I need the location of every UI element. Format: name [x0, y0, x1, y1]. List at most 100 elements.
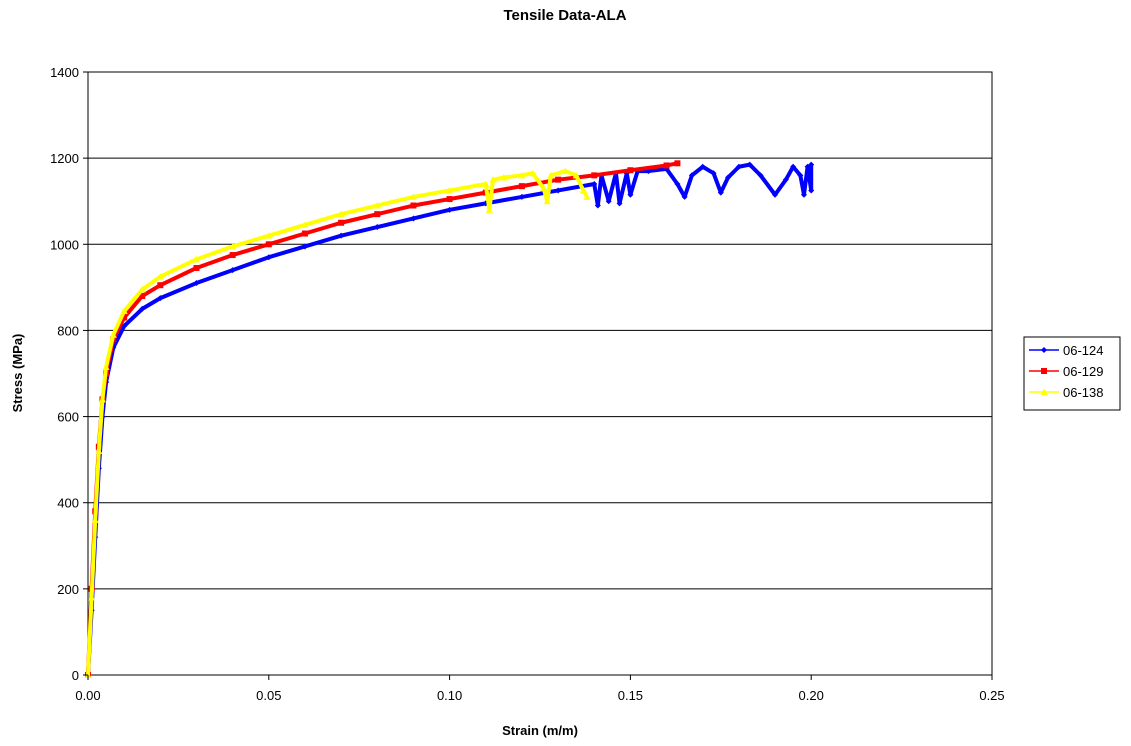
data-point: [772, 191, 779, 198]
data-point: [500, 174, 508, 181]
legend-label: 06-138: [1063, 385, 1103, 400]
y-axis-ticks: 0 200 400 600 800 1000 1200 1400: [50, 65, 88, 683]
y-tick-label: 200: [57, 582, 79, 597]
data-point: [157, 295, 164, 302]
legend-marker: [1041, 347, 1047, 353]
data-point: [543, 197, 551, 205]
data-point: [725, 174, 732, 181]
data-point: [301, 221, 309, 228]
y-tick-label: 1200: [50, 151, 79, 166]
data-point: [735, 163, 742, 170]
data-point: [561, 167, 569, 175]
data-point: [572, 171, 580, 179]
y-tick-label: 400: [57, 496, 79, 511]
data-point: [91, 516, 99, 523]
x-tick-label: 0.15: [618, 688, 643, 703]
data-point: [591, 180, 598, 187]
legend-label: 06-129: [1063, 364, 1103, 379]
legend-box: [1023, 336, 1121, 411]
data-point: [797, 172, 804, 179]
y-axis-label: Stress (MPa): [10, 334, 25, 413]
x-axis-label: Strain (m/m): [502, 723, 578, 738]
data-point: [265, 232, 273, 239]
data-point: [374, 211, 381, 218]
data-point: [688, 172, 695, 179]
x-tick-label: 0.20: [799, 688, 824, 703]
data-point: [790, 163, 797, 170]
data-point: [482, 180, 490, 187]
data-point: [265, 254, 272, 261]
gridlines: [88, 157, 992, 590]
data-point: [591, 172, 598, 179]
data-point: [489, 176, 497, 183]
data-point: [547, 171, 555, 179]
data-point: [446, 206, 453, 213]
x-tick-label: 0.00: [75, 688, 100, 703]
data-point: [616, 200, 623, 207]
data-point: [518, 193, 525, 200]
data-point: [229, 242, 237, 250]
series-06-129: [85, 160, 681, 678]
data-point: [663, 162, 670, 169]
data-point: [88, 593, 96, 601]
data-point: [757, 172, 764, 179]
plot-area-frame: [87, 71, 993, 676]
data-point: [109, 331, 117, 338]
y-tick-label: 800: [57, 323, 79, 338]
series-06-124: [85, 161, 815, 678]
data-point: [594, 202, 601, 209]
data-point: [138, 286, 146, 293]
legend-marker: [1041, 368, 1047, 374]
data-point: [265, 241, 272, 248]
data-point: [485, 206, 493, 213]
legend-item: 06-124: [1029, 343, 1103, 358]
data-point: [746, 161, 753, 168]
data-point: [338, 219, 345, 226]
legend-items: 06-124 06-129 06-138: [1029, 343, 1103, 400]
legend-label: 06-124: [1063, 343, 1103, 358]
series-layer: [84, 160, 815, 678]
x-axis-ticks: 0.00 0.05 0.10 0.15 0.20 0.25: [75, 675, 1005, 703]
data-point: [410, 215, 417, 222]
x-tick-label: 0.25: [979, 688, 1004, 703]
data-point: [98, 395, 106, 403]
data-point: [157, 282, 164, 289]
data-point: [681, 193, 688, 200]
data-point: [674, 180, 681, 187]
data-point: [717, 189, 724, 196]
data-point: [338, 232, 345, 239]
chart-title: Tensile Data-ALA: [503, 7, 626, 24]
data-point: [627, 167, 634, 174]
data-point: [627, 191, 634, 198]
data-point: [540, 184, 548, 192]
data-point: [409, 193, 417, 200]
data-point: [373, 202, 381, 209]
y-tick-label: 1400: [50, 65, 79, 80]
data-point: [446, 196, 453, 203]
data-point: [800, 191, 807, 198]
data-point: [446, 186, 454, 194]
data-point: [102, 363, 110, 371]
x-tick-label: 0.10: [437, 688, 462, 703]
data-point: [139, 305, 146, 312]
y-tick-label: 0: [72, 668, 79, 683]
data-point: [710, 170, 717, 177]
series-06-138: [84, 167, 591, 678]
legend-marker: [1040, 388, 1048, 395]
series-line: [86, 162, 814, 676]
data-point: [229, 252, 236, 259]
data-point: [699, 163, 706, 170]
data-point: [583, 193, 591, 200]
data-point: [518, 183, 525, 190]
data-point: [410, 202, 417, 209]
data-point: [579, 186, 587, 194]
legend-item: 06-138: [1029, 385, 1103, 400]
data-point: [337, 210, 345, 218]
data-point: [374, 224, 381, 231]
series-line: [86, 161, 678, 676]
data-point: [518, 171, 526, 179]
data-point: [121, 314, 128, 321]
data-point: [120, 307, 128, 315]
